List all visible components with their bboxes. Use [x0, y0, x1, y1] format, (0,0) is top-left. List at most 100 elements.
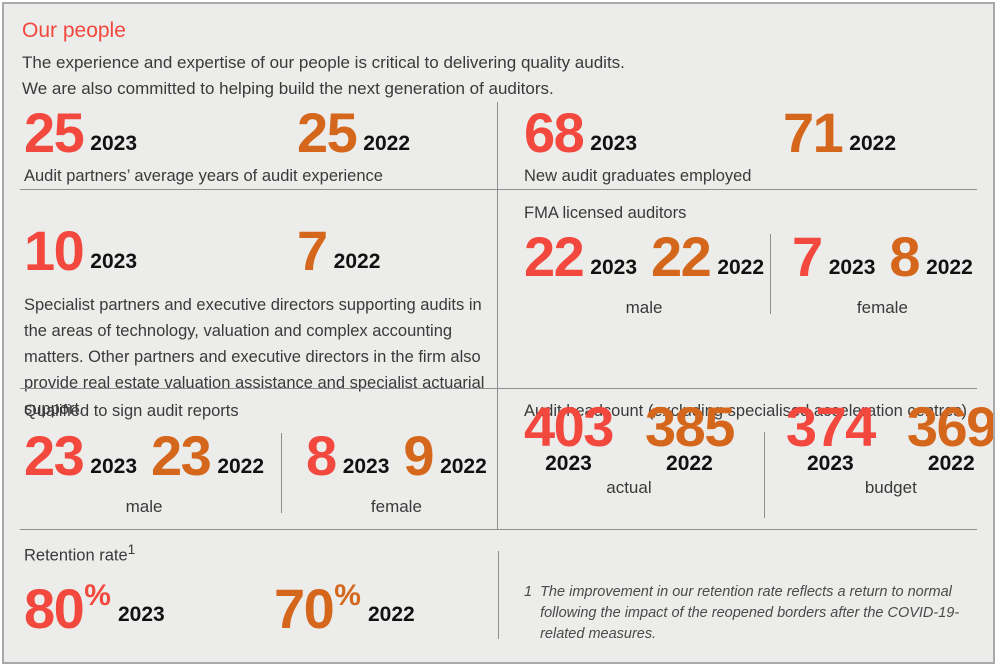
- page-title: Our people: [22, 19, 126, 42]
- stat-value: 68: [524, 101, 585, 164]
- footnote: 1 The improvement in our retention rate …: [524, 582, 976, 645]
- stat-year: 2022: [927, 452, 975, 475]
- stat-retention-2023: 80% 2023: [24, 575, 274, 637]
- specialist-partners-caption: Specialist partners and executive direct…: [24, 296, 485, 418]
- section-specialist-partners: 10 2023 7 2022 Specialist partners and e…: [20, 190, 498, 418]
- fma-male-group: 22 2023 22 2022 male: [524, 225, 765, 318]
- fma-female-label: female: [856, 298, 908, 317]
- stat-headcount-actual-2023: 403 2023: [524, 399, 614, 476]
- row-qualified-headcount: Qualified to sign audit reports 23 2023 …: [20, 388, 993, 529]
- headcount-divider: [763, 432, 765, 518]
- audit-experience-stats: 25 2023 25 2022: [24, 101, 497, 164]
- stat-year: 2022: [717, 256, 765, 279]
- stat-year: 2023: [342, 455, 390, 478]
- stat-fma-female-2023: 7 2023: [792, 225, 875, 288]
- stat-fma-male-2022: 22 2022: [651, 225, 765, 288]
- stat-value: 7: [297, 219, 328, 282]
- graduates-caption: New audit graduates employed: [524, 167, 752, 185]
- qualified-female-label: female: [370, 497, 422, 516]
- stat-year: 2022: [440, 455, 487, 478]
- stat-year: 2022: [333, 250, 381, 273]
- fma-gender-divider: [770, 234, 772, 314]
- row-experience-graduates: 25 2023 25 2022 Audit partners’ average …: [20, 102, 977, 189]
- stat-year: 2022: [363, 132, 411, 155]
- percent-sign: %: [84, 578, 111, 612]
- stat-fma-female-2022: 8 2022: [889, 225, 973, 288]
- retention-heading-text: Retention rate: [24, 546, 128, 565]
- stats-grid: 25 2023 25 2022 Audit partners’ average …: [20, 102, 993, 653]
- stat-specialists-2023: 10 2023: [24, 219, 297, 282]
- headcount-stats: 403 2023 385 2022 actual: [524, 399, 993, 518]
- section-footnote: 1 The improvement in our retention rate …: [498, 530, 977, 653]
- intro-line-2: We are also committed to helping build t…: [22, 79, 554, 98]
- headcount-heading: Audit headcount (excluding specialised a…: [524, 402, 968, 420]
- stat-graduates-2023: 68 2023: [524, 101, 783, 164]
- stat-value: 22: [524, 225, 585, 288]
- stat-year: 2022: [926, 256, 973, 279]
- stat-audit-experience-2022: 25 2022: [297, 101, 411, 164]
- headcount-budget-label: budget: [864, 478, 917, 497]
- specialist-partners-stats: 10 2023 7 2022: [24, 219, 497, 282]
- retention-footnote-marker: 1: [127, 542, 136, 557]
- footnote-marker: 1: [524, 584, 533, 600]
- audit-experience-caption: Audit partners’ average years of audit e…: [24, 167, 383, 185]
- stat-value: 22: [651, 225, 712, 288]
- stat-value: 25: [24, 101, 85, 164]
- stat-qualified-male-2022: 23 2022: [151, 424, 265, 487]
- stat-year: 2023: [590, 256, 638, 279]
- stat-qualified-male-2023: 23 2023: [24, 424, 137, 487]
- section-qualified-sign: Qualified to sign audit reports 23 2023 …: [20, 389, 498, 529]
- stat-value: 71: [783, 101, 844, 164]
- qualified-female-group: 8 2023 9 2022 female: [306, 424, 487, 517]
- stat-value: 374: [785, 395, 876, 458]
- qualified-male-group: 23 2023 23 2022 male: [24, 424, 265, 517]
- fma-male-label: male: [625, 298, 663, 317]
- stat-value: 8: [889, 225, 920, 288]
- stat-value: 23: [24, 424, 85, 487]
- retention-stats: 80% 2023 70% 2022: [24, 579, 498, 637]
- headcount-actual-label: actual: [606, 478, 652, 497]
- qualified-stats: 23 2023 23 2022 male: [24, 424, 497, 517]
- stat-value: 25: [297, 101, 358, 164]
- stat-value: 385: [644, 395, 735, 458]
- stat-year: 2022: [849, 132, 897, 155]
- qualified-gender-divider: [281, 433, 283, 513]
- section-headcount: Audit headcount (excluding specialised a…: [498, 389, 993, 529]
- stat-value: 369: [906, 395, 995, 458]
- stat-year: 2023: [117, 602, 165, 626]
- stat-year: 2023: [545, 452, 592, 475]
- stat-value: 7: [792, 225, 823, 288]
- graduates-stats: 68 2023 71 2022: [524, 101, 977, 164]
- stat-value: 23: [151, 424, 212, 487]
- stat-qualified-female-2022: 9 2022: [403, 424, 487, 487]
- stat-fma-male-2023: 22 2023: [524, 225, 638, 288]
- stat-value: 70%: [274, 576, 361, 640]
- stat-value: 8: [306, 424, 337, 487]
- stat-specialists-2022: 7 2022: [297, 219, 381, 282]
- stat-headcount-actual-2022: 385 2022: [644, 395, 735, 476]
- percent-sign: %: [334, 578, 361, 612]
- footnote-divider: [498, 551, 499, 639]
- stat-year: 2023: [90, 132, 138, 155]
- stat-qualified-female-2023: 8 2023: [306, 424, 390, 487]
- row-retention-footnote: Retention rate1 80% 2023 70% 2022 1 The: [20, 529, 977, 653]
- stat-year: 2023: [806, 452, 854, 475]
- section-fma-licensed: FMA licensed auditors 22 2023 22 2022: [498, 190, 977, 388]
- intro-text: The experience and expertise of our peop…: [22, 50, 973, 102]
- section-retention: Retention rate1 80% 2023 70% 2022: [20, 530, 498, 653]
- intro-line-1: The experience and expertise of our peop…: [22, 53, 625, 72]
- headcount-actual-group: 403 2023 385 2022 actual: [524, 399, 735, 498]
- stat-headcount-budget-2023: 374 2023: [785, 395, 876, 476]
- stat-value: 10: [24, 219, 85, 282]
- fma-female-group: 7 2023 8 2022 female: [792, 225, 973, 318]
- page-header: Our people The experience and expertise …: [4, 4, 993, 102]
- qualified-heading: Qualified to sign audit reports: [24, 402, 239, 420]
- section-graduates: 68 2023 71 2022 New audit graduates empl…: [498, 102, 977, 189]
- stat-year: 2022: [217, 455, 265, 478]
- stat-value: 9: [403, 424, 434, 487]
- fma-stats: 22 2023 22 2022 male: [524, 225, 977, 318]
- footnote-text: The improvement in our retention rate re…: [540, 584, 960, 642]
- stat-year: 2022: [666, 452, 713, 475]
- retention-heading: Retention rate1: [24, 542, 498, 566]
